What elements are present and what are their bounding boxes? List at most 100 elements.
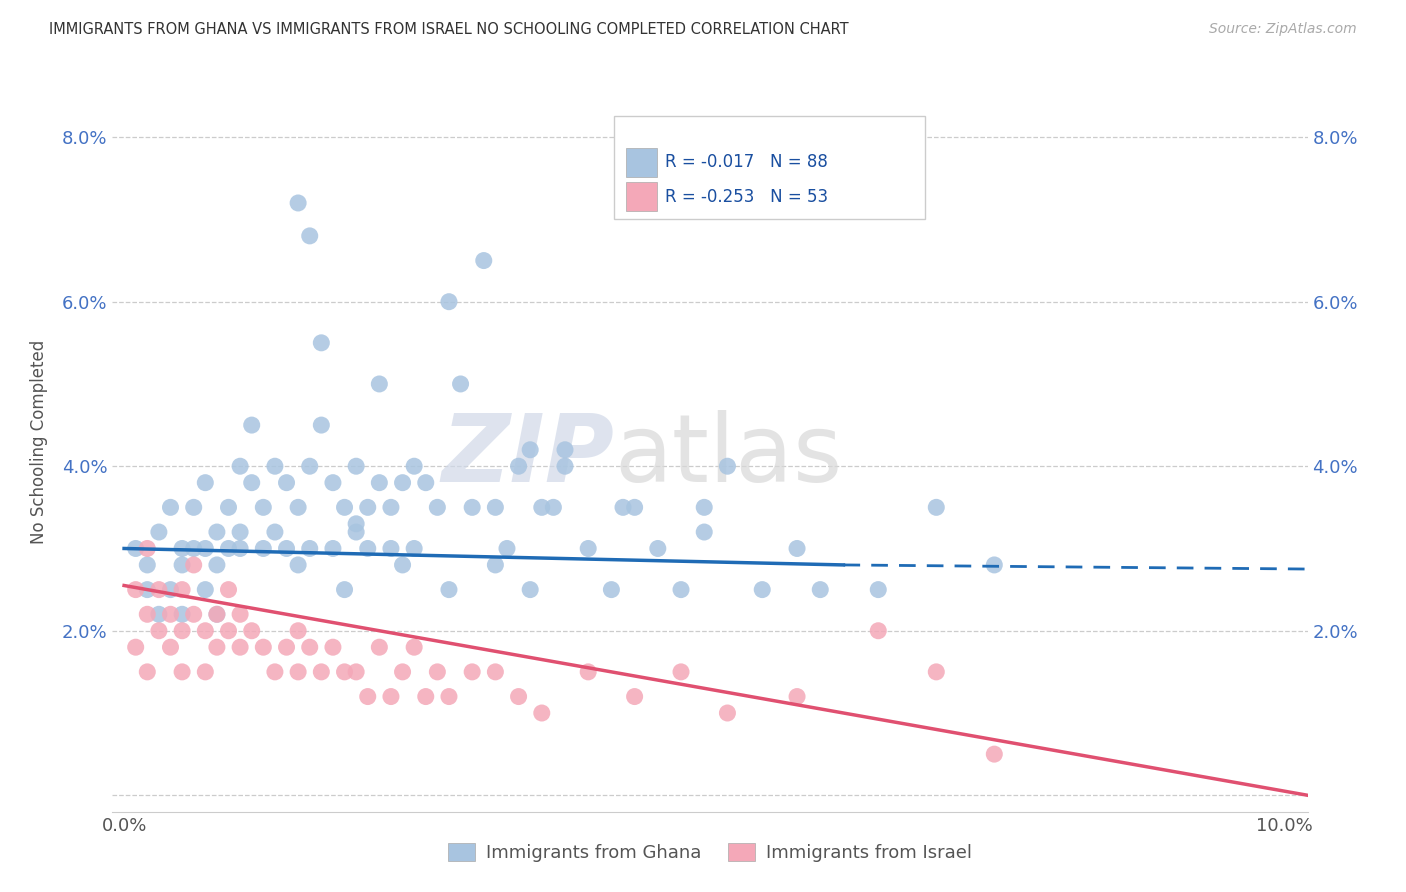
Point [693,500,716,515]
Point [183,541,205,556]
Point [693,524,716,539]
Point [205,607,228,622]
Point [519,442,541,457]
Point [404,459,426,474]
Point [287,558,309,572]
Point [183,607,205,622]
Point [172,558,194,572]
Point [276,640,298,655]
Point [240,418,263,433]
Point [357,500,380,515]
Point [287,624,309,638]
Point [298,459,321,474]
Point [669,582,692,597]
Point [716,459,738,474]
Point [183,558,205,572]
Point [218,541,240,556]
Point [148,524,170,539]
Point [868,582,890,597]
Point [554,442,576,457]
Point [496,541,519,556]
Point [437,582,460,597]
Point [786,690,808,704]
Point [415,690,437,704]
Point [125,541,148,556]
Point [404,541,426,556]
Point [554,459,576,474]
Point [472,253,495,268]
Point [484,665,506,679]
Point [404,640,426,655]
Point [344,524,367,539]
Point [925,665,948,679]
Point [391,665,413,679]
Point [530,706,553,720]
Point [368,376,391,391]
Point [229,640,252,655]
Point [344,459,367,474]
Point [229,524,252,539]
Point [287,665,309,679]
Point [264,665,287,679]
Point [159,607,181,622]
Point [333,500,356,515]
Point [298,541,321,556]
Point [344,516,367,531]
Point [808,582,831,597]
Point [623,500,645,515]
Point [576,665,599,679]
Point [218,582,240,597]
Point [136,582,159,597]
Point [600,582,623,597]
Point [194,541,217,556]
Point [461,500,484,515]
Point [868,624,890,638]
Point [229,541,252,556]
Point [983,558,1005,572]
Point [368,475,391,490]
Point [322,541,344,556]
Point [252,640,274,655]
Point [229,607,252,622]
Point [205,640,228,655]
Point [148,624,170,638]
Point [298,228,321,243]
Text: Source: ZipAtlas.com: Source: ZipAtlas.com [1209,22,1357,37]
Point [391,558,413,572]
Point [322,475,344,490]
Point [252,541,274,556]
Point [368,640,391,655]
Point [380,690,402,704]
Point [357,541,380,556]
Point [125,640,148,655]
Point [461,665,484,679]
Point [194,665,217,679]
Text: IMMIGRANTS FROM GHANA VS IMMIGRANTS FROM ISRAEL NO SCHOOLING COMPLETED CORRELATI: IMMIGRANTS FROM GHANA VS IMMIGRANTS FROM… [49,22,849,37]
Point [194,582,217,597]
Point [194,624,217,638]
Point [484,558,506,572]
Point [647,541,669,556]
Point [576,541,599,556]
Text: atlas: atlas [614,410,842,502]
Point [172,607,194,622]
Point [172,624,194,638]
Point [751,582,773,597]
Point [205,607,228,622]
Point [194,475,217,490]
Point [125,582,148,597]
Point [298,640,321,655]
Point [786,541,808,556]
Point [287,196,309,211]
Point [276,475,298,490]
Point [205,524,228,539]
Point [311,335,333,350]
Point [426,665,449,679]
Point [983,747,1005,761]
Point [530,500,553,515]
Point [344,665,367,679]
Point [612,500,634,515]
Point [484,500,506,515]
Point [333,665,356,679]
Point [311,665,333,679]
